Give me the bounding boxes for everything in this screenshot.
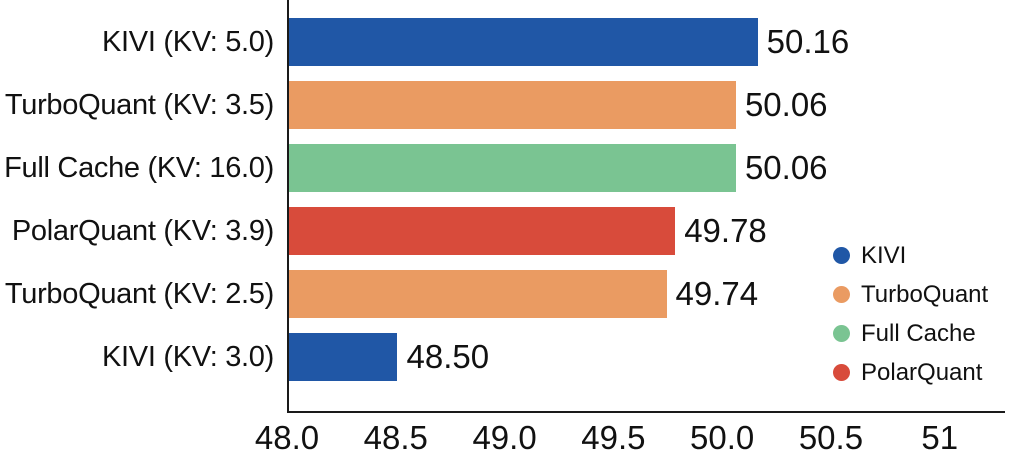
bar-polarquant-kv39 — [289, 207, 676, 255]
legend: KIVI TurboQuant Full Cache PolarQuant — [833, 236, 988, 392]
category-label: Full Cache (KV: 16.0) — [4, 152, 274, 184]
bar-full-cache-kv16 — [289, 144, 736, 192]
x-tick-label: 48.5 — [363, 419, 428, 456]
legend-dot-icon — [833, 247, 850, 264]
category-label: KIVI (KV: 3.0) — [101, 341, 274, 373]
bars-container: KIVI (KV: 5.0) 50.16 TurboQuant (KV: 3.5… — [4, 0, 1005, 411]
bar-turboquant-kv25 — [289, 270, 667, 318]
plot-area: KIVI (KV: 5.0) 50.16 TurboQuant (KV: 3.5… — [4, 0, 1005, 413]
legend-item-full-cache: Full Cache — [833, 314, 988, 353]
x-tick-label: 49.5 — [581, 419, 646, 456]
x-tick-label: 49.0 — [472, 419, 537, 456]
legend-item-kivi: KIVI — [833, 236, 988, 275]
x-axis: 48.0 48.5 49.0 49.5 50.0 50.5 51 — [255, 415, 1005, 460]
value-label: 48.50 — [406, 338, 490, 375]
category-label: PolarQuant (KV: 3.9) — [11, 215, 274, 247]
legend-item-turboquant: TurboQuant — [833, 275, 988, 314]
category-label: KIVI (KV: 5.0) — [101, 26, 274, 58]
bar-row: KIVI (KV: 5.0) 50.16 — [102, 18, 1005, 66]
category-label: TurboQuant (KV: 2.5) — [4, 278, 274, 310]
legend-label: Full Cache — [861, 319, 976, 347]
x-tick-label: 50.0 — [690, 419, 755, 456]
bar-row: TurboQuant (KV: 3.5) 50.06 — [5, 81, 1005, 129]
bar-row: Full Cache (KV: 16.0) 50.06 — [4, 144, 1005, 192]
legend-dot-icon — [833, 364, 850, 381]
value-label: 50.06 — [744, 149, 828, 186]
category-label: TurboQuant (KV: 3.5) — [4, 89, 274, 121]
legend-dot-icon — [833, 286, 850, 303]
x-tick-label: 50.5 — [798, 419, 864, 456]
x-tick-label: 51 — [921, 419, 959, 456]
legend-label: KIVI — [861, 241, 907, 269]
value-label: 49.74 — [675, 275, 759, 312]
legend-item-polarquant: PolarQuant — [833, 353, 988, 392]
bar-row: PolarQuant (KV: 3.9) 49.78 — [12, 207, 1005, 255]
value-label: 50.06 — [744, 86, 828, 123]
bar-kivi-kv5 — [289, 18, 758, 66]
bar-kivi-kv3 — [289, 333, 398, 381]
bar-row: KIVI (KV: 3.0) 48.50 — [102, 333, 1005, 381]
bar-row: TurboQuant (KV: 2.5) 49.74 — [5, 270, 1005, 318]
value-label: 49.78 — [684, 212, 767, 249]
legend-label: TurboQuant — [861, 280, 989, 308]
legend-dot-icon — [833, 325, 850, 342]
legend-label: PolarQuant — [861, 358, 983, 386]
bar-turboquant-kv35 — [289, 81, 736, 129]
x-tick-label: 48.0 — [254, 419, 320, 456]
value-label: 50.16 — [766, 23, 850, 60]
